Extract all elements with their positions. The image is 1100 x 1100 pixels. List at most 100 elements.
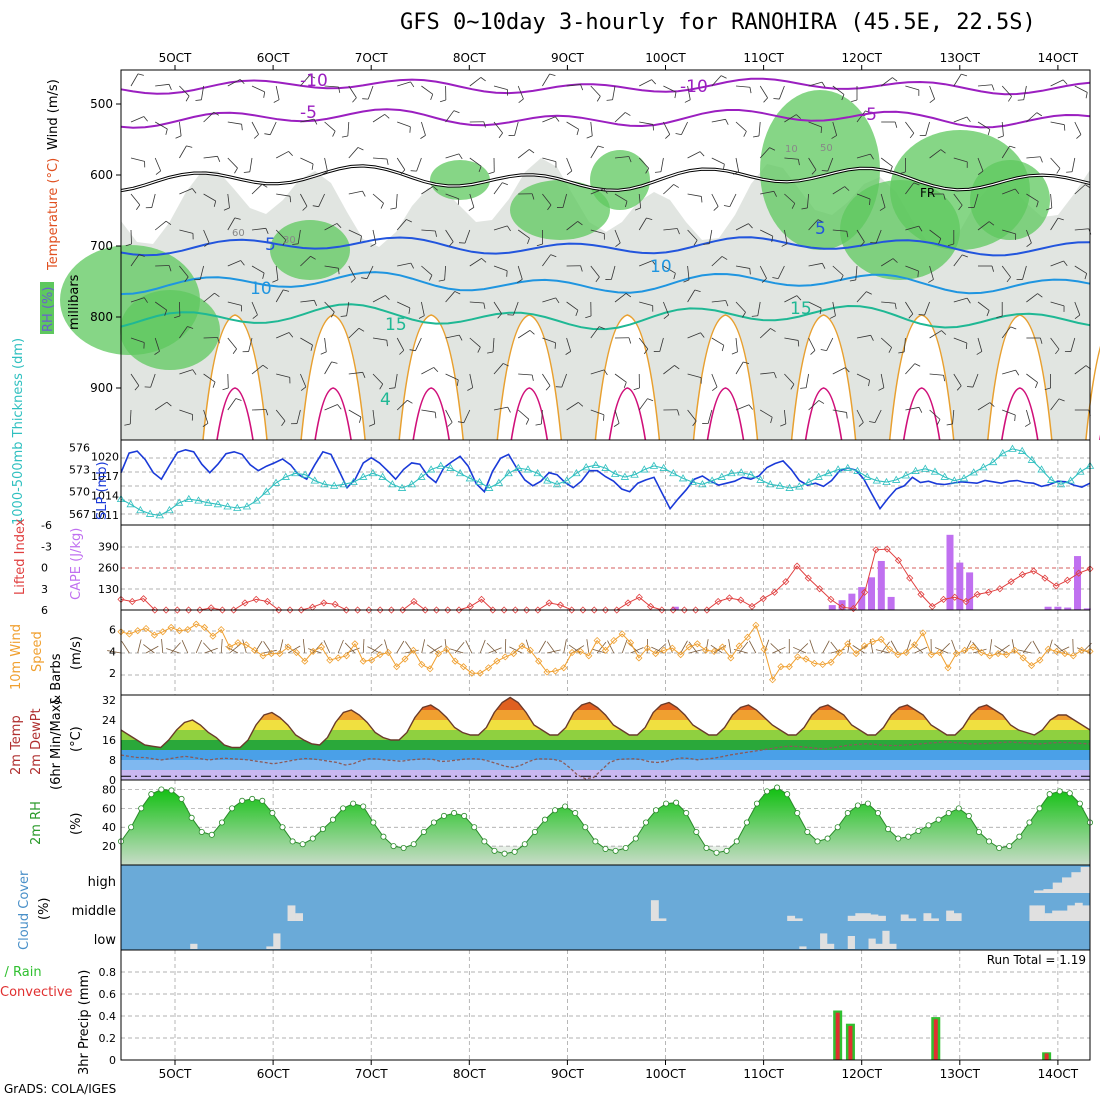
wind-barb	[179, 85, 190, 97]
wind-barb	[445, 334, 460, 339]
wind-barb-flag	[448, 241, 454, 247]
wind-barb	[525, 639, 531, 654]
wind-barb	[1002, 229, 1016, 235]
lifted-index-marker	[928, 602, 936, 611]
wind-barb-flag	[699, 151, 705, 157]
temp-contour-orange	[202, 314, 268, 441]
rh-marker	[753, 800, 760, 807]
wind-barb-flag	[168, 84, 172, 90]
thickness-marker	[620, 472, 630, 480]
wind-barb-flag	[1063, 260, 1068, 267]
wind-speed-marker	[835, 648, 843, 657]
lifted-index-marker	[466, 602, 474, 611]
wind-barb	[808, 157, 817, 171]
wind-barb	[663, 184, 674, 195]
wind-barb-flag	[1036, 201, 1039, 208]
wind-barb	[680, 640, 688, 654]
wind-barb-flag	[683, 279, 690, 283]
wind-barb-flag	[143, 297, 148, 303]
wind-barb	[229, 643, 241, 654]
cloud-cell	[1044, 913, 1053, 921]
thickness-marker	[882, 477, 891, 486]
wind-barb	[195, 639, 203, 654]
wind-barb-flag	[213, 200, 217, 207]
wind-barb	[856, 409, 864, 423]
rh-marker	[471, 824, 478, 831]
wind-barb-flag	[625, 293, 632, 298]
wind-barb-flag	[362, 190, 366, 197]
wind-barb-flag	[677, 409, 680, 416]
wind-barb-flag	[174, 315, 181, 319]
wind-barb	[827, 157, 834, 172]
temp-contour-label: FR	[920, 186, 935, 200]
rh-marker	[1066, 790, 1073, 797]
wind-barb-flag	[713, 206, 719, 211]
wind-barb	[348, 229, 362, 237]
lifted-index-marker	[421, 606, 429, 614]
wind-barb	[220, 639, 223, 654]
wind-barb	[953, 193, 963, 206]
ylabel-cape: CAPE (J/kg)	[69, 528, 84, 600]
ylabel-wind: Wind (m/s)	[46, 79, 61, 150]
rh-marker	[178, 795, 185, 802]
wind-barb	[155, 83, 170, 87]
wind-barb	[300, 118, 315, 123]
wind-speed-marker	[317, 643, 326, 651]
wind-barb	[154, 301, 167, 311]
wind-barb-flag	[517, 279, 523, 283]
wind-barb-flag	[154, 350, 160, 355]
wind-barb-flag	[331, 361, 338, 364]
wind-barb	[1026, 373, 1038, 383]
wind-barb	[590, 188, 604, 195]
rh-marker	[552, 807, 559, 814]
wind-barb	[151, 193, 156, 208]
rh-marker	[652, 807, 659, 814]
rh-marker	[1026, 819, 1033, 826]
rh-marker	[663, 800, 670, 807]
temp-contour-minus10	[120, 77, 1091, 96]
thickness-marker	[359, 472, 368, 480]
rh-marker	[521, 841, 528, 848]
wind-barb	[130, 254, 140, 267]
wind-barb	[397, 121, 411, 128]
wind-barb	[166, 648, 180, 654]
wind-speed-marker	[125, 630, 133, 638]
wind-speed-marker	[1053, 647, 1061, 655]
cloud-cell	[923, 913, 932, 921]
wind-barb-flag	[184, 276, 189, 282]
wind-barb-flag	[818, 400, 825, 404]
thickness-marker	[766, 480, 775, 488]
wind-barb-flag	[580, 265, 583, 272]
wind-speed-marker	[518, 642, 526, 650]
wind-barb-flag	[751, 315, 758, 317]
cloud-cell	[1052, 882, 1063, 893]
wind-barb-flag	[598, 326, 605, 330]
wind-barb	[275, 85, 280, 100]
wind-barb	[445, 153, 460, 159]
temp-contour-orange	[790, 314, 857, 441]
wind-barb	[590, 85, 601, 97]
thickness-marker	[262, 487, 271, 495]
thickness-marker	[959, 474, 969, 482]
wind-barb	[276, 373, 290, 378]
time-tick-label-bottom: 12OCT	[841, 1067, 882, 1081]
wind-barb-flag	[289, 196, 292, 203]
thickness-marker	[601, 463, 610, 471]
dewpoint-line	[120, 741, 1091, 780]
wind-barb-flag	[261, 183, 268, 188]
wind-barb-flag	[531, 193, 535, 200]
wind-barb-flag	[720, 75, 727, 79]
wind-barb	[513, 301, 519, 316]
wind-barb	[934, 647, 949, 654]
wind-barb-flag	[468, 207, 475, 211]
wind-barb-flag	[1010, 326, 1017, 330]
wind-barb-flag	[361, 277, 368, 280]
wind-speed-marker	[777, 663, 785, 671]
wind-barb-flag	[819, 308, 822, 315]
wind-barb-flag	[234, 167, 238, 174]
wind-barb-flag	[217, 156, 221, 162]
wind-barb	[249, 157, 253, 172]
wind-barb-flag	[841, 94, 845, 101]
cloud-cell	[889, 943, 897, 949]
rh-marker	[309, 835, 316, 842]
